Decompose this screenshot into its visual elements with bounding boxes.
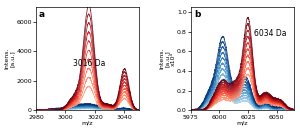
Text: 6034 Da: 6034 Da: [254, 30, 286, 39]
Y-axis label: Intens.
[a.u.]
x10⁴: Intens. [a.u.] x10⁴: [160, 48, 176, 69]
Text: 3016 Da: 3016 Da: [73, 59, 105, 68]
Text: a: a: [39, 10, 45, 19]
Text: b: b: [194, 10, 200, 19]
X-axis label: m/z: m/z: [237, 121, 248, 126]
X-axis label: m/z: m/z: [82, 121, 93, 126]
Y-axis label: Intens.
[a.u.]: Intens. [a.u.]: [4, 48, 15, 69]
